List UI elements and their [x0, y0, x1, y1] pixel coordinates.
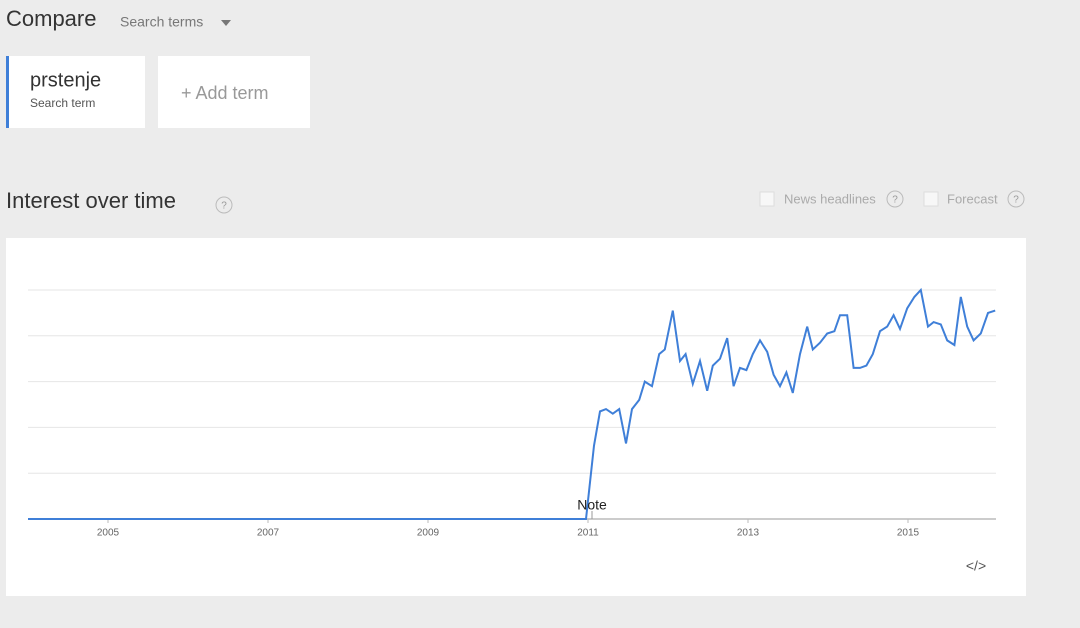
option-label: Forecast: [947, 191, 998, 206]
help-icon[interactable]: [215, 196, 233, 214]
add-term: + Add term: [181, 83, 269, 103]
term-card[interactable]: [6, 56, 145, 128]
option-label: News headlines: [784, 191, 876, 206]
help-icon-text: ?: [221, 201, 227, 212]
search-terms-dropdown[interactable]: Search terms: [120, 14, 203, 30]
help-icon[interactable]: [886, 190, 904, 208]
help-icon-text: ?: [1013, 195, 1019, 206]
x-tick-label: 2011: [577, 528, 599, 539]
x-tick-label: 2007: [257, 528, 280, 539]
trend-line: [28, 287, 996, 520]
dropdown-arrow: [221, 20, 231, 26]
x-tick-label: 2013: [737, 528, 760, 539]
embed-button[interactable]: </>: [966, 558, 986, 574]
term-name: prstenje: [30, 69, 101, 91]
chart-card: [6, 238, 1026, 596]
term-subtitle: Search term: [30, 96, 95, 110]
checkbox[interactable]: [923, 191, 939, 207]
add-term-card[interactable]: [158, 56, 310, 128]
x-tick-label: 2015: [897, 528, 920, 539]
term-color-bar: [6, 56, 9, 128]
compare-title: Compare: [6, 6, 96, 31]
section-title: Interest over time: [6, 188, 176, 213]
checkbox[interactable]: [759, 191, 775, 207]
help-icon[interactable]: [1007, 190, 1025, 208]
help-icon-text: ?: [892, 195, 898, 206]
x-tick-label: 2005: [97, 528, 120, 539]
annotation: Note: [577, 497, 607, 513]
x-tick-label: 2009: [417, 528, 440, 539]
